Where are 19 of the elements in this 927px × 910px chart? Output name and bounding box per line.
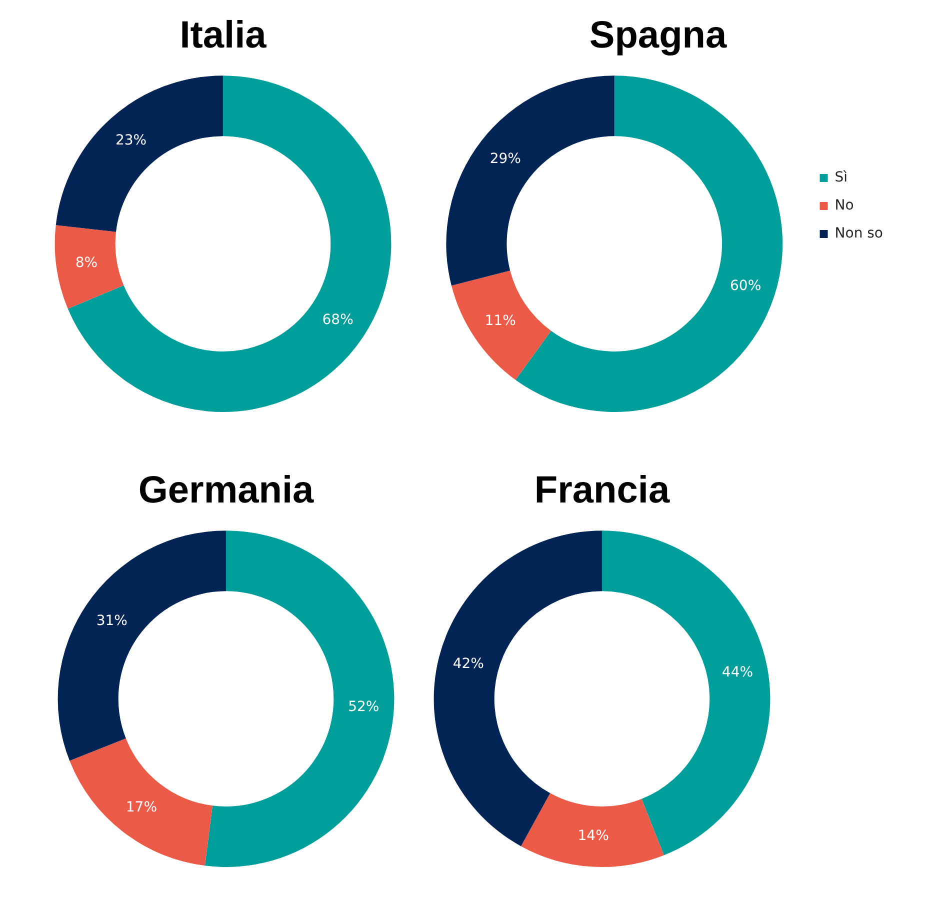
- data-label: 23%: [115, 132, 147, 149]
- data-label: 8%: [75, 255, 98, 272]
- chart-title: Spagna: [589, 14, 728, 56]
- data-label: 31%: [96, 612, 128, 629]
- data-label: 52%: [348, 699, 380, 716]
- data-label: 14%: [578, 828, 609, 844]
- data-label: 60%: [730, 278, 762, 294]
- legend-label: No: [834, 198, 854, 214]
- data-label: 17%: [126, 799, 158, 816]
- data-label: 42%: [452, 656, 484, 672]
- chart-title: Francia: [534, 469, 670, 512]
- legend-label: Sì: [834, 170, 848, 186]
- data-label: 44%: [722, 664, 754, 681]
- data-label: 11%: [484, 312, 516, 329]
- chart-title: Germania: [138, 469, 315, 512]
- data-label: 68%: [322, 312, 354, 328]
- data-label: 29%: [490, 150, 521, 167]
- chart-title: Italia: [180, 14, 268, 56]
- legend-label: Non so: [834, 226, 884, 242]
